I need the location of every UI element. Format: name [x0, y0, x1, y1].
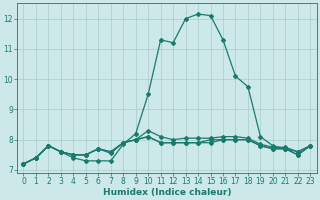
- X-axis label: Humidex (Indice chaleur): Humidex (Indice chaleur): [103, 188, 231, 197]
